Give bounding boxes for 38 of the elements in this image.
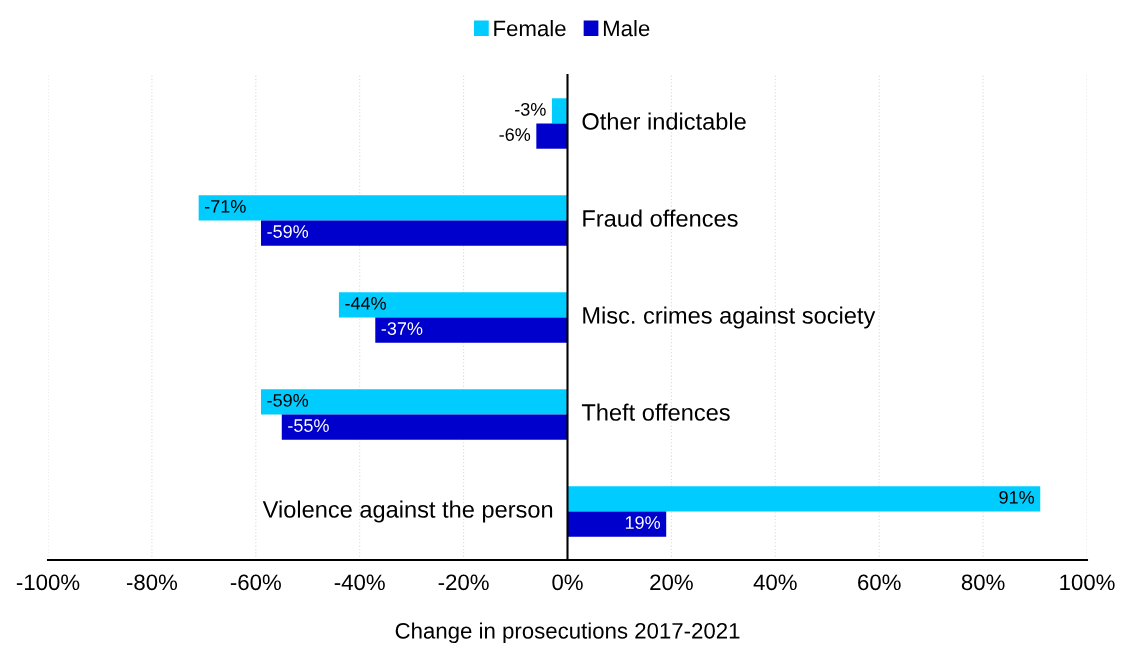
bar: [567, 511, 667, 537]
x-tick-label: -20%: [438, 574, 489, 591]
bar: [536, 123, 568, 149]
x-tick-label: -40%: [334, 574, 385, 591]
data-label: -3%: [515, 102, 546, 116]
bar: [281, 414, 568, 440]
bar: [261, 389, 568, 415]
x-tick-label: 80%: [961, 574, 1005, 591]
y-tick-label: Misc. crimes against society: [583, 306, 876, 329]
data-label: -59%: [267, 225, 309, 238]
data-label: -55%: [288, 419, 329, 432]
bar: [261, 220, 568, 246]
y-tick-label: Violence against the person: [262, 500, 553, 523]
data-label: -44%: [345, 297, 386, 310]
y-tick-label: Theft offences: [581, 403, 730, 421]
bar: [198, 195, 568, 221]
y-tick-label: Fraud offences: [583, 209, 738, 227]
x-tick-label: 40%: [753, 574, 797, 591]
bar: [338, 292, 568, 318]
data-label: -71%: [205, 200, 246, 213]
x-tick-label: 60%: [858, 574, 901, 591]
data-label: 91%: [999, 490, 1035, 504]
legend-label: Female: [494, 20, 566, 37]
x-tick-label: 100%: [1060, 574, 1115, 591]
x-tick-label: -60%: [230, 574, 281, 591]
y-tick-label: Other indictable: [582, 112, 746, 130]
data-label: -6%: [499, 128, 531, 141]
x-tick-label: -80%: [126, 574, 178, 591]
legend-label: Male: [603, 20, 650, 37]
x-tick-label: 20%: [650, 574, 693, 591]
data-label: -37%: [381, 322, 423, 335]
x-tick-label: 0%: [552, 574, 583, 591]
x-tick-label: -100%: [16, 574, 80, 591]
data-label: -59%: [267, 393, 309, 407]
data-label: 19%: [625, 516, 661, 529]
x-axis-title: Change in prosecutions 2017-2021: [395, 622, 740, 644]
bar: [567, 486, 1041, 512]
bar: [375, 317, 568, 343]
